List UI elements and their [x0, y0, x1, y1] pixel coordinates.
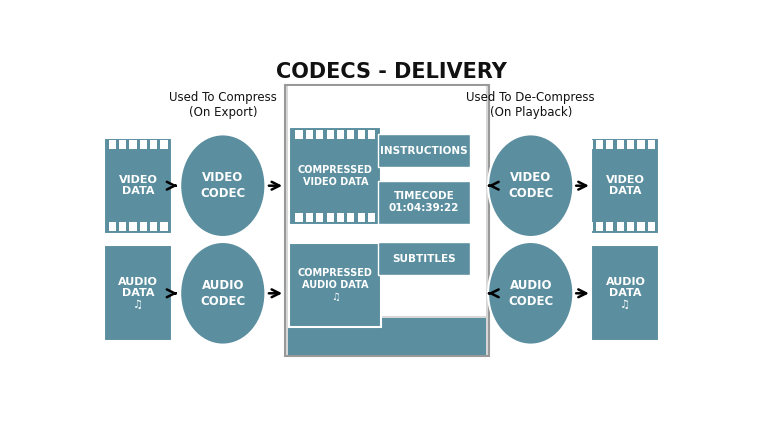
Text: AUDIO
DATA
♫: AUDIO DATA ♫ — [606, 276, 646, 310]
FancyBboxPatch shape — [316, 213, 323, 222]
FancyBboxPatch shape — [658, 140, 665, 150]
Text: AUDIO
CODEC: AUDIO CODEC — [508, 279, 553, 308]
FancyBboxPatch shape — [160, 222, 167, 231]
Text: COMPRESSED
VIDEO DATA: COMPRESSED VIDEO DATA — [298, 165, 373, 187]
FancyBboxPatch shape — [368, 129, 375, 139]
FancyBboxPatch shape — [658, 222, 665, 231]
FancyBboxPatch shape — [296, 213, 303, 222]
FancyBboxPatch shape — [337, 213, 344, 222]
FancyBboxPatch shape — [316, 129, 323, 139]
FancyBboxPatch shape — [290, 243, 381, 327]
FancyBboxPatch shape — [627, 140, 634, 150]
Text: CODECS - DELIVERY: CODECS - DELIVERY — [276, 61, 507, 82]
FancyBboxPatch shape — [648, 222, 655, 231]
FancyBboxPatch shape — [378, 135, 470, 168]
Text: VIDEO
DATA: VIDEO DATA — [118, 175, 157, 197]
FancyBboxPatch shape — [596, 222, 603, 231]
FancyBboxPatch shape — [607, 222, 613, 231]
Text: VIDEO
CODEC: VIDEO CODEC — [508, 171, 553, 200]
FancyBboxPatch shape — [150, 140, 157, 150]
FancyBboxPatch shape — [637, 140, 645, 150]
FancyBboxPatch shape — [607, 140, 613, 150]
Text: COMPRESSED
AUDIO DATA
♫: COMPRESSED AUDIO DATA ♫ — [298, 268, 373, 301]
Text: AUDIO
DATA
♫: AUDIO DATA ♫ — [118, 276, 158, 310]
FancyBboxPatch shape — [378, 181, 470, 224]
Text: AUDIO
CODEC: AUDIO CODEC — [200, 279, 245, 308]
FancyBboxPatch shape — [108, 222, 116, 231]
FancyBboxPatch shape — [150, 222, 157, 231]
FancyBboxPatch shape — [129, 140, 137, 150]
FancyBboxPatch shape — [104, 138, 172, 234]
Ellipse shape — [180, 135, 265, 237]
FancyBboxPatch shape — [306, 213, 313, 222]
FancyBboxPatch shape — [627, 222, 634, 231]
FancyBboxPatch shape — [348, 213, 354, 222]
FancyBboxPatch shape — [337, 129, 344, 139]
FancyBboxPatch shape — [326, 213, 334, 222]
FancyBboxPatch shape — [171, 140, 178, 150]
FancyBboxPatch shape — [306, 129, 313, 139]
FancyBboxPatch shape — [617, 222, 623, 231]
Text: Used To De-Compress
(On Playback): Used To De-Compress (On Playback) — [466, 91, 595, 120]
Ellipse shape — [488, 242, 573, 344]
FancyBboxPatch shape — [119, 222, 126, 231]
FancyBboxPatch shape — [591, 138, 659, 234]
FancyBboxPatch shape — [637, 222, 645, 231]
Ellipse shape — [488, 135, 573, 237]
FancyBboxPatch shape — [119, 140, 126, 150]
FancyBboxPatch shape — [108, 140, 116, 150]
FancyBboxPatch shape — [378, 242, 470, 275]
FancyBboxPatch shape — [99, 222, 105, 231]
FancyBboxPatch shape — [129, 222, 137, 231]
FancyBboxPatch shape — [586, 222, 593, 231]
Text: VIDEO
CODEC: VIDEO CODEC — [200, 171, 245, 200]
FancyBboxPatch shape — [290, 127, 381, 224]
FancyBboxPatch shape — [140, 140, 147, 150]
FancyBboxPatch shape — [368, 213, 375, 222]
FancyBboxPatch shape — [348, 129, 354, 139]
FancyBboxPatch shape — [648, 140, 655, 150]
Text: VIDEO
DATA: VIDEO DATA — [606, 175, 645, 197]
FancyBboxPatch shape — [285, 85, 489, 356]
FancyBboxPatch shape — [326, 129, 334, 139]
Text: Used To Compress
(On Export): Used To Compress (On Export) — [169, 91, 277, 120]
FancyBboxPatch shape — [160, 140, 167, 150]
Text: TIMECODE
01:04:39:22: TIMECODE 01:04:39:22 — [389, 191, 459, 213]
FancyBboxPatch shape — [358, 129, 364, 139]
FancyBboxPatch shape — [104, 245, 172, 341]
Text: INSTRUCTIONS: INSTRUCTIONS — [380, 146, 468, 156]
FancyBboxPatch shape — [99, 140, 105, 150]
FancyBboxPatch shape — [288, 318, 486, 355]
FancyBboxPatch shape — [617, 140, 623, 150]
FancyBboxPatch shape — [296, 129, 303, 139]
Text: SUBTITLES: SUBTITLES — [392, 254, 456, 264]
FancyBboxPatch shape — [358, 213, 364, 222]
FancyBboxPatch shape — [288, 86, 486, 316]
Ellipse shape — [180, 242, 265, 344]
FancyBboxPatch shape — [596, 140, 603, 150]
FancyBboxPatch shape — [171, 222, 178, 231]
FancyBboxPatch shape — [140, 222, 147, 231]
FancyBboxPatch shape — [586, 140, 593, 150]
FancyBboxPatch shape — [591, 245, 659, 341]
